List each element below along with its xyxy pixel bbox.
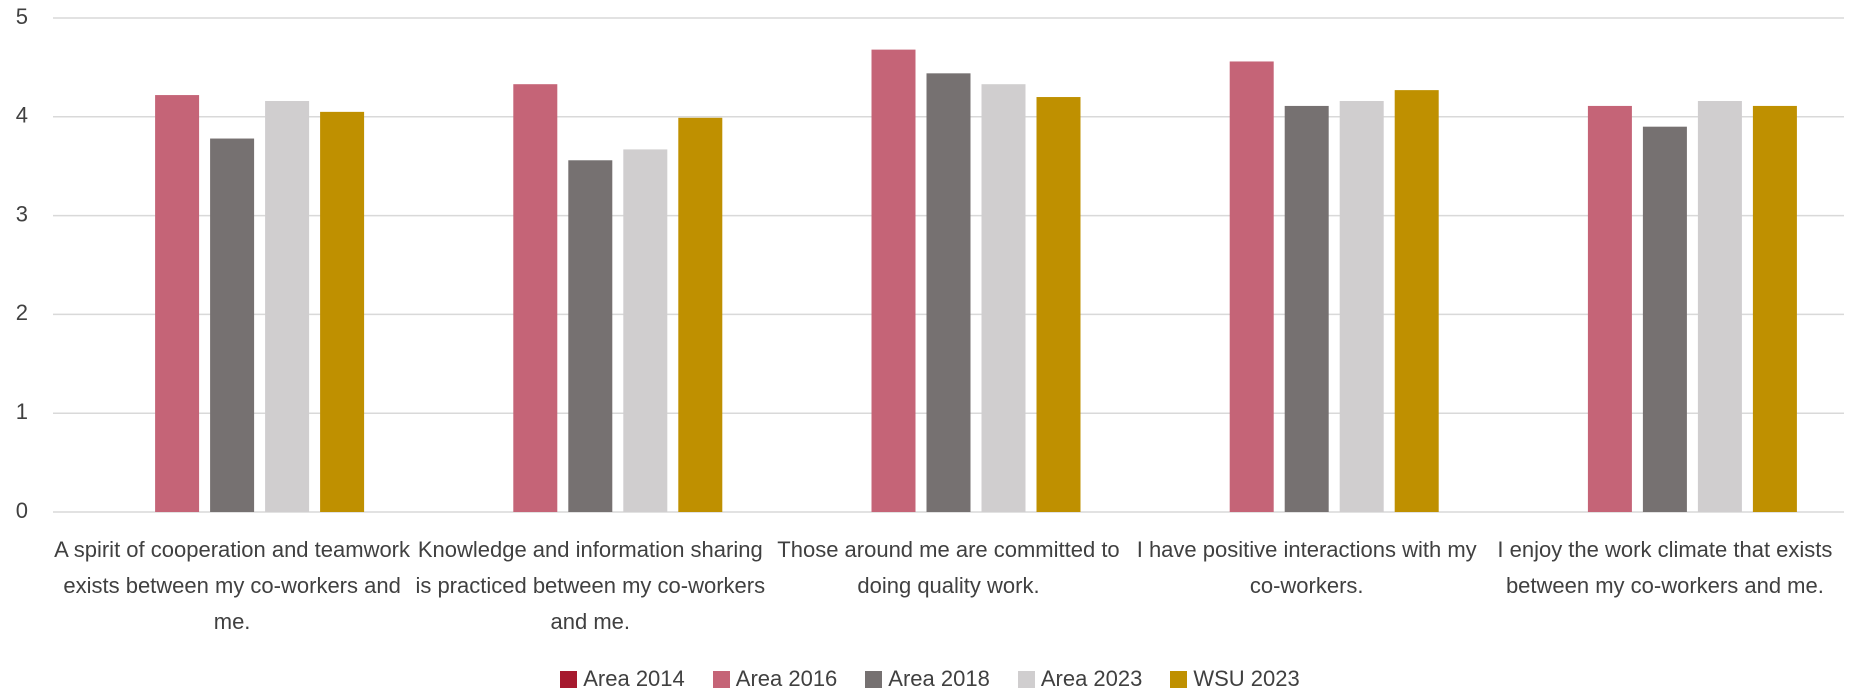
legend-label: Area 2016 (735, 666, 838, 691)
legend-swatch (865, 670, 883, 688)
bar (623, 149, 668, 513)
y-tick-label: 3 (16, 201, 28, 226)
legend-item: Area 2014 (560, 666, 685, 692)
legend-item: Area 2018 (865, 666, 990, 692)
legend-item: Area 2023 (1017, 666, 1143, 692)
legend-swatch (1017, 670, 1035, 688)
x-tick-label: Those around me are committed to doing q… (777, 537, 1120, 598)
x-tick-label: I have positive interactions with my co-… (1136, 537, 1477, 598)
y-tick-label: 0 (16, 498, 28, 523)
bar (1229, 61, 1274, 513)
bar (1642, 126, 1687, 513)
bar (871, 49, 916, 513)
bar (513, 84, 558, 513)
bar (1752, 105, 1797, 512)
legend-swatch (1170, 670, 1188, 688)
legend-swatch (560, 670, 578, 688)
y-tick-label: 5 (16, 4, 28, 29)
bar (981, 84, 1026, 513)
bar (320, 111, 365, 513)
bar (1339, 100, 1384, 512)
legend: Area 2014 Area 2016 Area 2018 Area 2023 WSU … (0, 666, 1860, 692)
bar (1284, 105, 1329, 512)
bar (926, 73, 971, 512)
x-tick-label: A spirit of cooperation and teamwork exi… (54, 537, 411, 634)
y-tick-label: 1 (16, 399, 28, 424)
legend-label: Area 2018 (888, 666, 990, 691)
bar (210, 138, 255, 512)
legend-item: WSU 2023 (1170, 666, 1300, 692)
y-tick-label: 4 (16, 103, 28, 128)
y-tick-label: 2 (16, 300, 28, 325)
bar (1036, 97, 1081, 512)
bar (568, 160, 613, 512)
bar (155, 95, 200, 513)
bar (678, 117, 723, 513)
x-tick-label: I enjoy the work climate that exists bet… (1497, 537, 1833, 598)
legend-label: WSU 2023 (1193, 666, 1300, 691)
bar (1697, 100, 1742, 512)
bar (265, 100, 310, 512)
bar (1394, 90, 1439, 513)
bar (1587, 105, 1632, 512)
x-tick-label: Knowledge and information sharing is pra… (415, 537, 766, 634)
legend-swatch (712, 670, 730, 688)
legend-item: Area 2016 (712, 666, 838, 692)
legend-label: Area 2014 (583, 666, 685, 691)
legend-label: Area 2023 (1040, 666, 1143, 691)
